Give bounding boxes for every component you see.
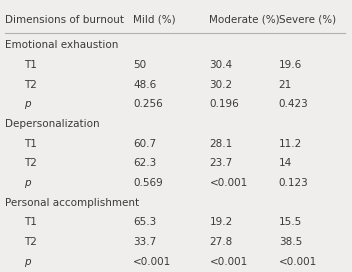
Text: 27.8: 27.8	[209, 237, 233, 247]
Text: p: p	[24, 178, 31, 188]
Text: Depersonalization: Depersonalization	[5, 119, 100, 129]
Text: 48.6: 48.6	[133, 80, 156, 90]
Text: Emotional exhaustion: Emotional exhaustion	[5, 41, 118, 50]
Text: 0.123: 0.123	[279, 178, 308, 188]
Text: <0.001: <0.001	[209, 256, 248, 267]
Text: 30.4: 30.4	[209, 60, 233, 70]
Text: T2: T2	[24, 237, 37, 247]
Text: 0.196: 0.196	[209, 99, 239, 109]
Text: <0.001: <0.001	[133, 256, 171, 267]
Text: 65.3: 65.3	[133, 217, 156, 227]
Text: 23.7: 23.7	[209, 158, 233, 168]
Text: T2: T2	[24, 80, 37, 90]
Text: 14: 14	[279, 158, 292, 168]
Text: Severe (%): Severe (%)	[279, 15, 336, 25]
Text: p: p	[24, 256, 31, 267]
Text: Moderate (%): Moderate (%)	[209, 15, 280, 25]
Text: 19.6: 19.6	[279, 60, 302, 70]
Text: 50: 50	[133, 60, 146, 70]
Text: T1: T1	[24, 217, 37, 227]
Text: 28.1: 28.1	[209, 139, 233, 149]
Text: 60.7: 60.7	[133, 139, 156, 149]
Text: T1: T1	[24, 60, 37, 70]
Text: <0.001: <0.001	[279, 256, 317, 267]
Text: T2: T2	[24, 158, 37, 168]
Text: T1: T1	[24, 139, 37, 149]
Text: Mild (%): Mild (%)	[133, 15, 176, 25]
Text: p: p	[24, 99, 31, 109]
Text: 21: 21	[279, 80, 292, 90]
Text: 0.569: 0.569	[133, 178, 163, 188]
Text: <0.001: <0.001	[209, 178, 248, 188]
Text: 0.423: 0.423	[279, 99, 308, 109]
Text: 19.2: 19.2	[209, 217, 233, 227]
Text: Personal accomplishment: Personal accomplishment	[5, 198, 139, 208]
Text: 30.2: 30.2	[209, 80, 233, 90]
Text: 11.2: 11.2	[279, 139, 302, 149]
Text: 62.3: 62.3	[133, 158, 156, 168]
Text: Dimensions of burnout: Dimensions of burnout	[5, 15, 124, 25]
Text: 0.256: 0.256	[133, 99, 163, 109]
Text: 15.5: 15.5	[279, 217, 302, 227]
Text: 38.5: 38.5	[279, 237, 302, 247]
Text: 33.7: 33.7	[133, 237, 156, 247]
